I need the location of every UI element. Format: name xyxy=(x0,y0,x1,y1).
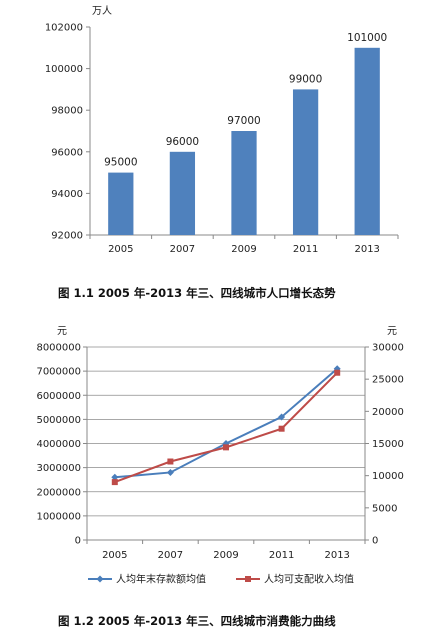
chart2-x-tick-label: 2005 xyxy=(102,550,127,561)
chart2-left-tick-label: 0 xyxy=(75,536,81,547)
chart2-point-diamond xyxy=(111,473,119,481)
chart1-y-tick-label: 102000 xyxy=(45,23,83,34)
chart2-x-tick-label: 2011 xyxy=(269,550,294,561)
chart2-right-tick-label: 25000 xyxy=(372,375,404,386)
chart2-right-ticks: 0 5000 10000 15000 20000 25000 30000 xyxy=(372,343,404,547)
chart2-right-tick-label: 5000 xyxy=(372,503,397,514)
chart1-y-tick-label: 100000 xyxy=(45,64,83,75)
chart2-right-tick-label: 30000 xyxy=(372,343,404,354)
chart2-point-square xyxy=(334,369,341,376)
chart1-x-tick-label: 2009 xyxy=(231,244,256,255)
chart2-right-tick-label: 10000 xyxy=(372,471,404,482)
chart1-data-label: 97000 xyxy=(227,115,260,127)
chart1-data-label: 96000 xyxy=(166,136,199,148)
chart1-bar xyxy=(354,47,380,235)
chart1-y-tick-label: 94000 xyxy=(51,189,83,200)
chart1-caption: 图 1.1 2005 年-2013 年三、四线城市人口增长态势 xyxy=(58,286,336,300)
chart2-left-tick-label: 7000000 xyxy=(36,367,81,378)
chart2-point-square xyxy=(111,479,118,486)
chart2-series-2 xyxy=(111,369,341,486)
chart2-x-ticks: 2005 2007 2009 2011 2013 xyxy=(102,550,350,561)
chart1-x-tick-label: 2013 xyxy=(354,244,379,255)
chart2-axes xyxy=(83,346,369,544)
chart2-legend-label: 人均年末存款额均值 xyxy=(116,573,206,586)
chart2-x-tick-label: 2009 xyxy=(213,550,238,561)
chart1-data-label: 101000 xyxy=(347,32,387,44)
chart2-right-tick-label: 0 xyxy=(372,536,378,547)
chart2-right-unit: 元 xyxy=(387,326,397,337)
chart2-legend: 人均年末存款额均值 人均可支配收入均值 xyxy=(88,573,354,586)
chart1-axes xyxy=(86,26,399,239)
chart2-x-tick-label: 2007 xyxy=(158,550,183,561)
chart1-bar xyxy=(108,172,134,235)
chart1-data-label: 95000 xyxy=(104,157,137,169)
chart1-x-tick-label: 2011 xyxy=(293,244,318,255)
chart2-right-tick-label: 20000 xyxy=(372,407,404,418)
chart2-series-line xyxy=(114,372,338,484)
chart2-left-tick-label: 6000000 xyxy=(36,391,81,402)
chart1-y-unit: 万人 xyxy=(92,5,112,17)
chart1-y-tick-label: 92000 xyxy=(51,231,83,242)
chart1-x-tick-label: 2005 xyxy=(108,244,133,255)
chart1-data-labels: 95000 96000 97000 99000 101000 xyxy=(104,32,387,169)
chart2-legend-item: 人均可支配收入均值 xyxy=(236,573,354,586)
chart2-legend-marker xyxy=(245,576,251,582)
chart2-point-diamond xyxy=(278,413,286,421)
chart1-data-label: 99000 xyxy=(289,73,322,85)
chart2-legend-label: 人均可支配收入均值 xyxy=(264,573,354,586)
chart2-point-diamond xyxy=(166,468,174,476)
chart2-legend-item: 人均年末存款额均值 xyxy=(88,573,206,586)
chart1-y-ticks: 92000 94000 96000 98000 100000 102000 xyxy=(45,23,83,242)
chart1-bar xyxy=(231,131,257,235)
chart2-caption: 图 1.2 2005 年-2013 年三、四线城市消费能力曲线 xyxy=(58,614,336,628)
chart2-left-tick-label: 2000000 xyxy=(36,487,81,498)
chart2-left-ticks: 0 1000000 2000000 3000000 4000000 5000000 6000… xyxy=(36,343,81,547)
chart2-series xyxy=(111,365,341,486)
population-bar-chart: 万人 92000 94000 96000 98000 100000 102000 9500… xyxy=(45,5,399,300)
chart1-y-tick-label: 98000 xyxy=(51,106,83,117)
chart2-point-square xyxy=(167,458,174,465)
chart2-x-tick-label: 2013 xyxy=(324,550,349,561)
chart2-right-tick-label: 15000 xyxy=(372,439,404,450)
chart2-left-tick-label: 1000000 xyxy=(36,511,81,522)
chart1-bar xyxy=(169,151,196,235)
chart1-bars xyxy=(108,47,380,236)
chart2-point-square xyxy=(223,444,229,451)
chart2-gridlines xyxy=(87,346,365,517)
chart2-left-tick-label: 8000000 xyxy=(36,343,81,354)
chart2-left-tick-label: 3000000 xyxy=(36,463,81,474)
chart2-series-1 xyxy=(111,365,341,481)
chart2-point-square xyxy=(278,425,285,432)
chart1-x-tick-label: 2007 xyxy=(170,244,195,255)
chart2-left-tick-label: 4000000 xyxy=(36,439,81,450)
chart2-left-unit: 元 xyxy=(57,326,67,337)
chart1-x-ticks: 2005 2007 2009 2011 2013 xyxy=(108,244,380,255)
chart2-left-tick-label: 5000000 xyxy=(36,415,81,426)
chart2-legend-marker xyxy=(96,575,104,583)
consumption-line-chart: 元 元 0 1000000 2000000 3000000 4000000 5000000… xyxy=(36,326,403,628)
chart2-series-line xyxy=(114,367,338,479)
chart1-bar xyxy=(292,89,319,236)
chart1-y-tick-label: 96000 xyxy=(51,147,83,158)
